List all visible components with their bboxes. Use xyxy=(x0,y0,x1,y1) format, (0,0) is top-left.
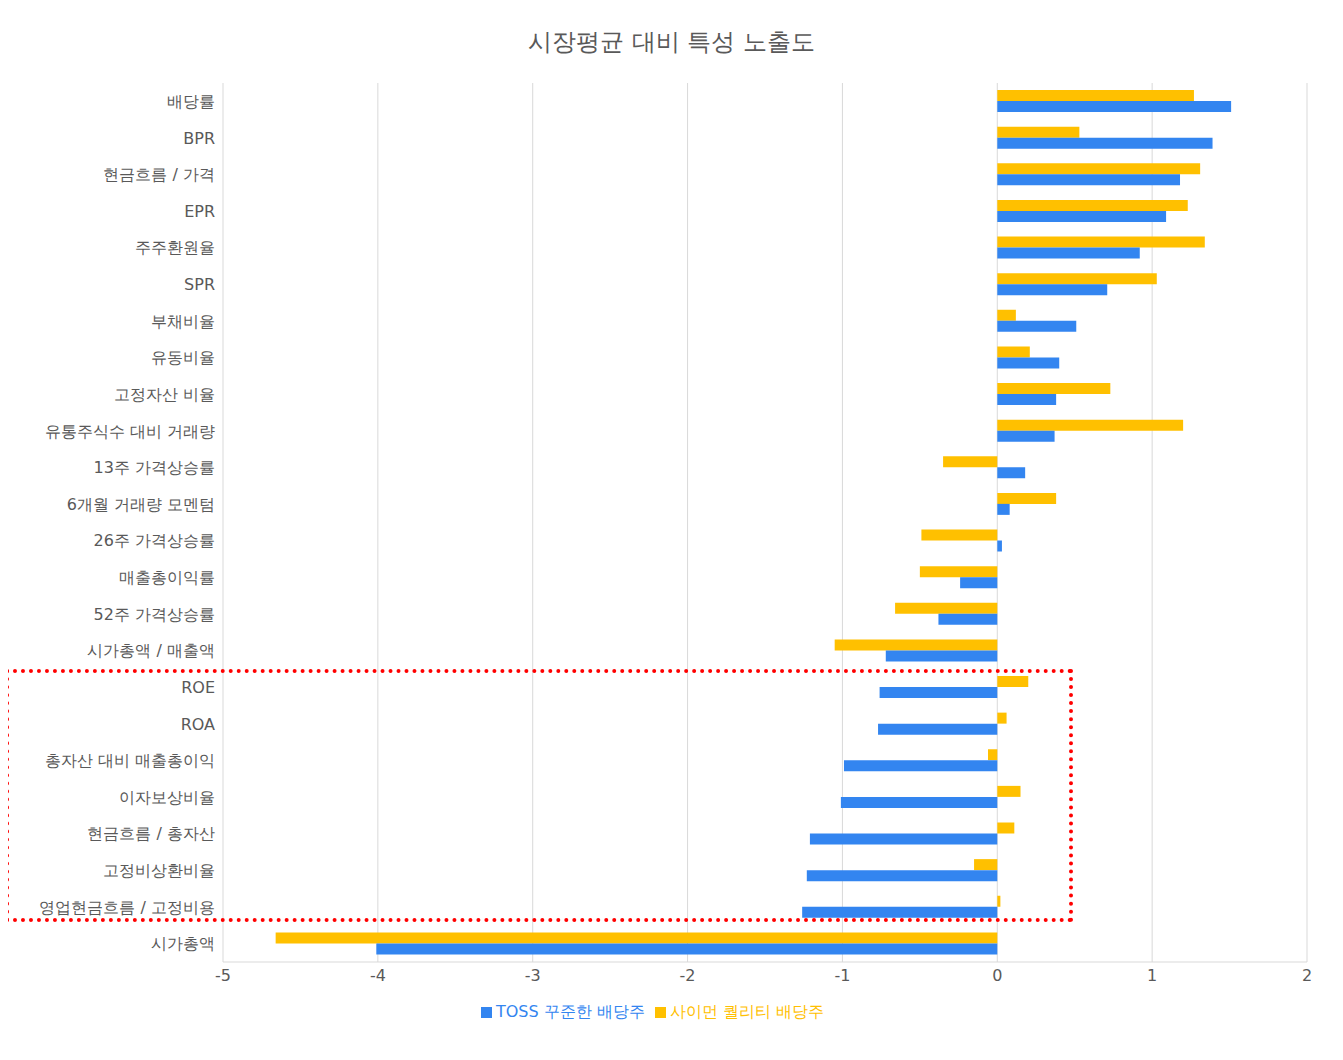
svg-text:총자산 대비 매출총이익: 총자산 대비 매출총이익 xyxy=(45,751,215,770)
svg-text:이자보상비율: 이자보상비율 xyxy=(119,788,215,807)
svg-text:-3: -3 xyxy=(525,966,541,985)
svg-text:6개월 거래량 모멘텀: 6개월 거래량 모멘텀 xyxy=(67,495,215,514)
svg-text:SPR: SPR xyxy=(184,275,215,294)
html-text:사이먼 퀄리티 배당주: 사이먼 퀄리티 배당주 xyxy=(669,1002,824,1021)
svg-text:시가총액: 시가총액 xyxy=(151,934,215,953)
svg-text:2: 2 xyxy=(1302,966,1312,985)
svg-text:BPR: BPR xyxy=(183,129,215,148)
svg-text:시가총액 / 매출액: 시가총액 / 매출액 xyxy=(87,641,215,660)
svg-text:-1: -1 xyxy=(834,966,850,985)
svg-text:-5: -5 xyxy=(215,966,231,985)
svg-text:ROA: ROA xyxy=(181,715,215,734)
html-text:TOSS 꾸준한 배당주: TOSS 꾸준한 배당주 xyxy=(496,1002,645,1021)
svg-text:영업현금흐름 / 고정비용: 영업현금흐름 / 고정비용 xyxy=(39,898,215,917)
svg-text:고정자산 비율: 고정자산 비율 xyxy=(114,385,215,404)
svg-text:ROE: ROE xyxy=(181,678,215,697)
svg-text:EPR: EPR xyxy=(184,202,215,221)
svg-text:-4: -4 xyxy=(370,966,386,985)
svg-text:-2: -2 xyxy=(680,966,696,985)
svg-text:26주 가격상승률: 26주 가격상승률 xyxy=(94,531,215,550)
svg-text:0: 0 xyxy=(992,966,1002,985)
svg-text:주주환원율: 주주환원율 xyxy=(135,238,215,257)
svg-text:매출총이익률: 매출총이익률 xyxy=(119,568,215,587)
html-text:시장평균 대비 특성 노출도: 시장평균 대비 특성 노출도 xyxy=(528,28,815,56)
svg-text:52주 가격상승률: 52주 가격상승률 xyxy=(94,605,215,624)
svg-text:13주 가격상승률: 13주 가격상승률 xyxy=(94,458,215,477)
svg-text:현금흐름 / 가격: 현금흐름 / 가격 xyxy=(103,165,215,184)
svg-text:현금흐름 / 총자산: 현금흐름 / 총자산 xyxy=(87,824,215,843)
svg-text:부채비율: 부채비율 xyxy=(151,312,215,331)
svg-text:유통주식수 대비 거래량: 유통주식수 대비 거래량 xyxy=(45,422,215,441)
svg-text:배당률: 배당률 xyxy=(167,92,215,111)
svg-text:1: 1 xyxy=(1147,966,1157,985)
svg-text:고정비상환비율: 고정비상환비율 xyxy=(103,861,215,880)
svg-text:유동비율: 유동비율 xyxy=(151,348,215,367)
